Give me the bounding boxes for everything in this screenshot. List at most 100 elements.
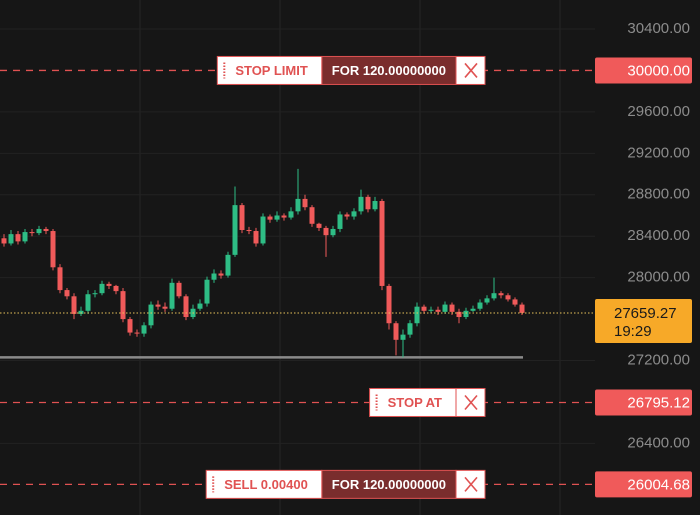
order-price-label: 26004.68 <box>627 476 690 493</box>
order-label[interactable]: FOR 120.00000000 SELL 0.00400 <box>205 469 486 499</box>
candle-body <box>316 223 322 228</box>
order-kind-box <box>205 469 323 499</box>
y-tick-label: 26400.00 <box>627 434 690 451</box>
current-price-tag <box>595 298 692 343</box>
candle-body <box>344 214 350 217</box>
candle-body <box>386 285 392 324</box>
candle-body <box>36 228 42 234</box>
candle-body <box>470 308 476 311</box>
order-price-tag <box>595 57 692 84</box>
current-price-label: 27659.27 <box>614 305 677 322</box>
candle-body <box>463 310 469 318</box>
order-label[interactable]: FOR 120.00000000 STOP LIMIT <box>216 55 486 85</box>
candle-body <box>498 293 504 296</box>
candle-body <box>162 306 168 309</box>
candle-body <box>435 309 441 312</box>
candle-body <box>71 296 77 314</box>
order-label[interactable]: STOP AT <box>369 387 486 417</box>
candle-body <box>351 211 357 217</box>
candle-body <box>477 302 483 309</box>
candle-body <box>281 215 287 218</box>
cancel-icon <box>464 62 478 78</box>
candle-body <box>323 227 329 236</box>
candle-body <box>1 238 7 244</box>
candle-body <box>15 234 21 242</box>
candle-body <box>442 304 448 312</box>
candle-body <box>148 304 154 326</box>
candle-body <box>400 334 406 340</box>
candle-body <box>295 198 301 212</box>
order-price-tag <box>595 471 692 498</box>
order-amount-box <box>321 469 457 499</box>
order-price-tag <box>595 389 692 416</box>
candle-body <box>50 231 56 268</box>
candle-body <box>134 332 140 334</box>
order-kind: SELL 0.00400 <box>224 477 308 492</box>
candle-body <box>225 254 231 276</box>
order-kind-box <box>369 387 457 417</box>
candle-body <box>8 234 14 244</box>
y-tick-label: 29200.00 <box>627 144 690 161</box>
candle-body <box>176 282 182 297</box>
candle-body <box>414 306 420 324</box>
candle-body <box>239 205 245 230</box>
candle-body <box>337 214 343 229</box>
y-tick-label: 27200.00 <box>627 351 690 368</box>
candle-body <box>519 304 525 313</box>
candle-body <box>449 304 455 312</box>
order-kind-box <box>216 55 323 85</box>
candle-body <box>155 304 161 307</box>
candle-body <box>253 231 259 244</box>
candle-body <box>491 293 497 299</box>
candle-body <box>85 294 91 311</box>
candle-body <box>183 296 189 318</box>
candle-body <box>512 299 518 305</box>
candle-body <box>302 198 308 208</box>
candle-body <box>211 273 217 280</box>
candle-body <box>218 273 224 276</box>
candle-body <box>204 279 210 304</box>
order-amount-box <box>321 55 457 85</box>
candle-body <box>421 306 427 311</box>
candle-body <box>141 325 147 334</box>
order-kind: STOP LIMIT <box>235 63 308 78</box>
cancel-icon <box>464 476 478 492</box>
candle-body <box>29 232 35 234</box>
candle-body <box>274 215 280 220</box>
candle-body <box>197 303 203 309</box>
countdown-label: 19:29 <box>614 323 652 340</box>
candle-body <box>505 295 511 300</box>
candle-body <box>456 311 462 318</box>
order-amount: FOR 120.00000000 <box>332 63 446 78</box>
candle-body <box>246 229 252 232</box>
candle-body <box>99 283 105 294</box>
candle-body <box>169 282 175 309</box>
candle-body <box>113 285 119 292</box>
order-price-label: 26795.12 <box>627 394 690 411</box>
candle-body <box>309 207 315 224</box>
candle-body <box>120 291 126 320</box>
y-tick-label: 28400.00 <box>627 227 690 244</box>
candle-body <box>106 283 112 286</box>
candle-body <box>22 232 28 242</box>
candle-body <box>484 298 490 303</box>
candle-body <box>267 216 273 220</box>
candle-body <box>358 196 364 212</box>
candle-body <box>127 319 133 333</box>
order-amount: FOR 120.00000000 <box>332 477 446 492</box>
candle-body <box>92 293 98 295</box>
candle-body <box>57 267 63 291</box>
candle-body <box>428 309 434 311</box>
candle-body <box>288 211 294 218</box>
y-tick-label: 28000.00 <box>627 269 690 286</box>
y-tick-label: 30400.00 <box>627 20 690 37</box>
candle-body <box>407 323 413 335</box>
candle-body <box>260 216 266 244</box>
candle-body <box>232 205 238 255</box>
order-kind: STOP AT <box>388 395 442 410</box>
candle-body <box>330 228 336 236</box>
candle-body <box>372 200 378 210</box>
candle-body <box>393 323 399 340</box>
